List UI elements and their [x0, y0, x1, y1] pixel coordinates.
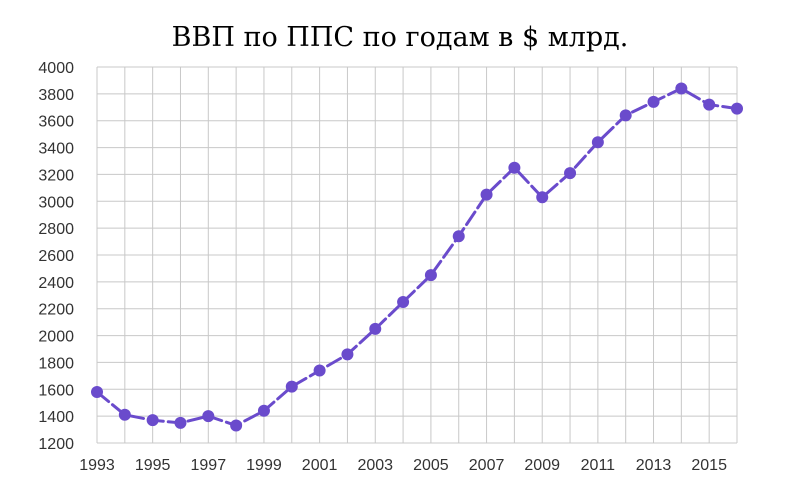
x-tick-label: 2009 — [524, 457, 560, 474]
chart-title: ВВП по ППС по годам в $ млрд. — [171, 22, 629, 53]
data-point-2005 — [424, 269, 437, 282]
y-tick-label: 1600 — [38, 382, 74, 399]
y-tick-label: 2000 — [38, 329, 74, 346]
y-tick-label: 3200 — [38, 167, 74, 184]
x-tick-label: 2001 — [302, 457, 338, 474]
x-tick-label: 2015 — [691, 457, 727, 474]
y-tick-label: 4000 — [38, 60, 74, 77]
y-tick-label: 1400 — [38, 409, 74, 426]
x-tick-label: 1995 — [135, 457, 171, 474]
x-tick-label: 1997 — [191, 457, 227, 474]
data-point-2006 — [452, 230, 465, 243]
y-tick-label: 3400 — [38, 141, 74, 158]
data-point-2011 — [591, 136, 604, 149]
data-point-2003 — [369, 322, 382, 335]
y-tick-label: 3600 — [38, 114, 74, 131]
data-point-2009 — [536, 191, 549, 204]
x-tick-label: 2003 — [357, 457, 393, 474]
y-tick-label: 3800 — [38, 87, 74, 104]
data-point-2008 — [508, 161, 521, 174]
y-tick-label: 2200 — [38, 302, 74, 319]
x-tick-label: 2013 — [636, 457, 672, 474]
data-point-1994 — [118, 408, 131, 421]
data-point-1995 — [146, 414, 159, 427]
x-axis-tick-labels: 1993 1995 1997 1999 2001 2003 2005 2007 2009 2011… — [79, 457, 727, 474]
data-point-1998 — [230, 419, 243, 432]
data-point-2013 — [647, 95, 660, 108]
x-tick-label: 2007 — [469, 457, 505, 474]
y-tick-label: 3000 — [38, 194, 74, 211]
data-point-1996 — [174, 416, 187, 429]
y-tick-label: 2600 — [38, 248, 74, 265]
data-point-2002 — [341, 348, 354, 361]
x-tick-label: 1999 — [246, 457, 282, 474]
data-point-1997 — [202, 410, 215, 423]
data-point-1993 — [91, 385, 103, 398]
data-point-2007 — [480, 188, 493, 201]
data-points — [91, 82, 743, 432]
x-tick-label: 1993 — [79, 457, 115, 474]
data-point-2001 — [313, 364, 326, 377]
data-point-1999 — [257, 404, 270, 417]
data-point-2010 — [564, 167, 577, 180]
y-tick-label: 1800 — [38, 355, 74, 372]
y-tick-label: 2800 — [38, 221, 74, 238]
data-point-2016 — [731, 102, 743, 115]
x-tick-label: 2011 — [581, 457, 616, 474]
y-tick-label: 2400 — [38, 275, 74, 292]
x-tick-label: 2005 — [413, 457, 449, 474]
horizontal-gridlines — [97, 66, 737, 444]
y-tick-label: 1200 — [38, 436, 74, 453]
data-point-2012 — [619, 109, 632, 122]
data-point-2015 — [703, 98, 716, 111]
data-point-2014 — [675, 82, 688, 95]
data-point-2000 — [285, 380, 298, 393]
series-line — [95, 86, 739, 428]
data-point-2004 — [397, 296, 410, 308]
y-axis-tick-labels: 1200 1400 1600 1800 2000 2200 2400 2600 2800 3000… — [38, 60, 74, 453]
